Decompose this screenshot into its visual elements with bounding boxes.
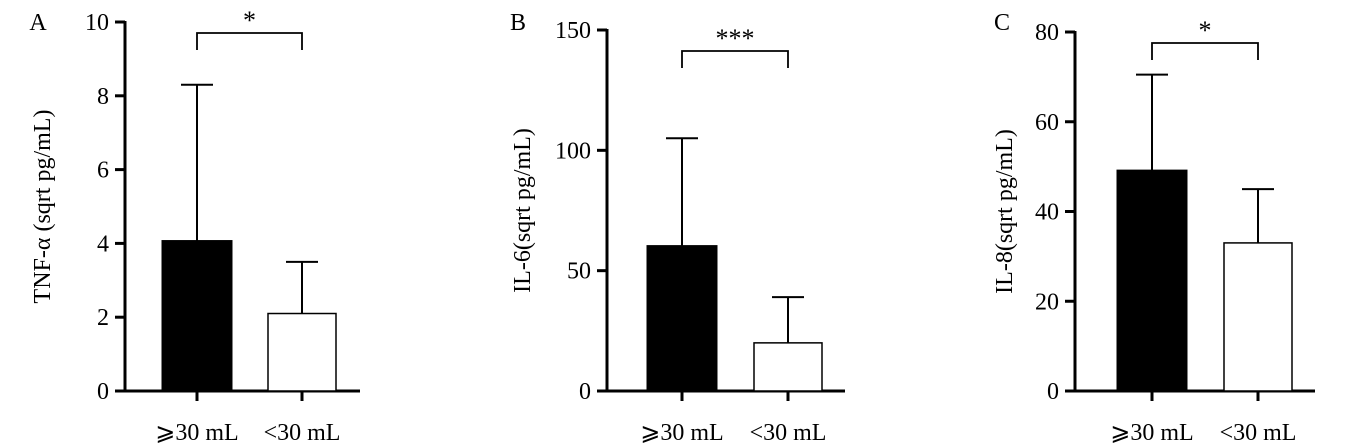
- panel-letter: C: [994, 10, 1010, 36]
- bar: [753, 342, 823, 392]
- panel-letter: A: [29, 10, 47, 36]
- y-tick-label: 0: [1047, 379, 1059, 405]
- y-tick-label: 60: [1035, 110, 1059, 136]
- significance-label: *: [243, 6, 256, 35]
- y-axis-label: TNF-α (sqrt pg/mL): [30, 110, 56, 304]
- x-tick-label: <30 mL: [1220, 420, 1297, 446]
- x-tick-label: <30 mL: [750, 420, 827, 446]
- x-tick-label: <30 mL: [264, 420, 341, 446]
- y-tick-label: 40: [1035, 200, 1059, 226]
- y-tick-label: 4: [97, 231, 109, 257]
- x-tick-label: ⩾30 mL: [640, 420, 723, 446]
- x-tick-label: ⩾30 mL: [155, 420, 238, 446]
- significance-bracket: [1151, 42, 1259, 60]
- panel-c: C IL-8(sqrt pg/mL) 0 20 40 60 80 ⩾30 mL <30 mL *: [992, 10, 1315, 446]
- bar: [267, 312, 337, 392]
- y-tick-label: 20: [1035, 289, 1059, 315]
- y-axis-label: IL-8(sqrt pg/mL): [992, 129, 1018, 294]
- significance-label: ***: [716, 24, 755, 53]
- y-tick-label: 6: [97, 158, 109, 184]
- y-tick-label: 100: [555, 138, 591, 164]
- y-tick-label: 0: [579, 379, 591, 405]
- y-tick-label: 150: [555, 18, 591, 44]
- bar: [1223, 242, 1293, 392]
- bar: [646, 245, 718, 393]
- bar: [161, 240, 233, 393]
- significance-bracket: [196, 32, 303, 50]
- y-tick-label: 10: [85, 10, 109, 36]
- significance-label: *: [1199, 16, 1212, 45]
- x-tick-label: ⩾30 mL: [1110, 420, 1193, 446]
- bar: [1116, 169, 1188, 393]
- y-tick-label: 2: [97, 305, 109, 331]
- panel-b: B IL-6(sqrt pg/mL) 0 50 100 150 ⩾30 mL <30 mL **…: [510, 10, 845, 446]
- y-tick-label: 80: [1035, 20, 1059, 46]
- y-tick-label: 0: [97, 379, 109, 405]
- y-tick-label: 8: [97, 84, 109, 110]
- panel-a: A TNF-α (sqrt pg/mL) 0 2 4 6 8 10 ⩾30 mL <30 mL *: [29, 6, 360, 446]
- panel-letter: B: [510, 10, 526, 36]
- y-axis-label: IL-6(sqrt pg/mL): [510, 128, 536, 293]
- significance-bracket: [681, 50, 789, 68]
- y-tick-label: 50: [567, 259, 591, 285]
